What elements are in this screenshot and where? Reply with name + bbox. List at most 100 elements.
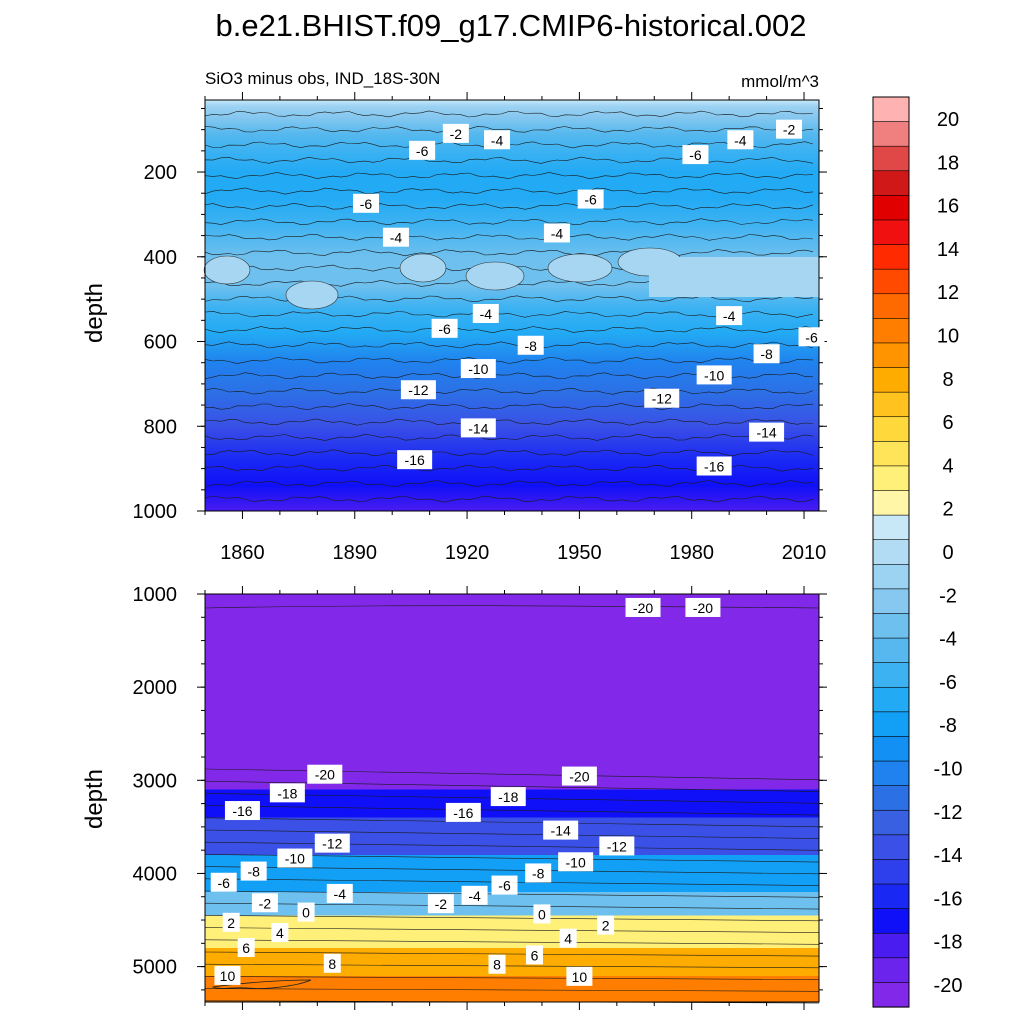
contour-label-box <box>431 318 458 338</box>
contour-label-text: -8 <box>760 346 773 362</box>
colorbar-swatch <box>872 908 910 934</box>
contour-label-text: 2 <box>227 915 235 931</box>
upper-contour-line <box>204 480 814 488</box>
contour-label: -12 <box>400 380 436 400</box>
y-tick-label: 800 <box>144 416 177 438</box>
upper-panel: 1860 1890 1920 1950 1980 2010 200 400 600 800 1000… <box>81 92 827 564</box>
contour-label-box <box>326 883 353 903</box>
lower-contour-line <box>204 976 820 980</box>
colorbar-label: -6 <box>939 672 957 694</box>
colorbar-swatch <box>872 416 910 442</box>
upper-contour-line <box>204 233 814 241</box>
contour-label: -20 <box>685 597 721 617</box>
colorbar-swatch <box>872 514 910 541</box>
colorbar-swatch <box>872 613 910 639</box>
contour-label-box <box>490 787 526 807</box>
contour-label-box <box>277 848 313 868</box>
contour-label-box <box>491 875 518 895</box>
contour-label-box <box>240 861 267 881</box>
contour-label: -4 <box>461 885 488 905</box>
colorbar-label: -10 <box>934 759 963 781</box>
contour-label-text: -16 <box>704 459 724 475</box>
y-tick-label: 200 <box>144 162 177 184</box>
contour-label: -18 <box>269 783 305 803</box>
contour-label-box <box>753 344 780 364</box>
contour-label-box <box>543 223 570 243</box>
contour-label: -2 <box>776 119 803 139</box>
colorbar-label: -8 <box>939 715 957 737</box>
contour-label-text: -6 <box>498 878 511 894</box>
contour-label-text: 0 <box>538 906 546 922</box>
contour-label-box <box>210 872 237 892</box>
contour-label-box <box>271 923 289 943</box>
contour-label-text: -6 <box>416 143 429 159</box>
contour-label: -6 <box>210 872 237 892</box>
contour-label: 4 <box>271 923 289 943</box>
upper-contour-line <box>204 495 814 503</box>
contour-label-box <box>323 953 341 973</box>
y-tick-label: 600 <box>144 332 177 354</box>
y-tick-label: 1000 <box>133 501 178 523</box>
contour-label: -6 <box>431 318 458 338</box>
contour-label: -6 <box>798 327 825 347</box>
contour-label: -14 <box>749 422 785 442</box>
contour-label-text: -18 <box>498 789 518 805</box>
contour-label: -18 <box>490 787 526 807</box>
y-tick-label: 2000 <box>133 677 178 699</box>
contour-label-text: -12 <box>607 838 627 854</box>
x-tick-label: 1860 <box>220 542 265 564</box>
colorbar-swatch <box>872 391 910 418</box>
upper-contour-pocket <box>547 253 613 283</box>
colorbar-swatch <box>872 859 910 885</box>
contour-label-text: 10 <box>220 968 236 984</box>
contour-label: -4 <box>727 130 754 150</box>
contour-label-text: -18 <box>277 785 297 801</box>
contour-label: -12 <box>314 833 350 853</box>
colorbar-label: 6 <box>942 412 953 434</box>
colorbar-swatch <box>872 760 910 787</box>
upper-contour-line <box>204 418 814 426</box>
contour-label-text: -6 <box>360 196 373 212</box>
contour-label-text: -14 <box>756 425 776 441</box>
upper-contour-pocket <box>203 255 251 285</box>
contour-label: -10 <box>696 365 732 385</box>
lower-contour-line <box>204 927 820 933</box>
y-tick-label: 1000 <box>133 584 178 606</box>
contour-label: -16 <box>696 456 732 476</box>
colorbar-label: -18 <box>934 932 963 954</box>
lower-contour-line <box>204 915 820 922</box>
contour-label: -20 <box>561 766 597 786</box>
colorbar-swatch <box>872 711 910 738</box>
chart-title: b.e21.BHIST.f09_g17.CMIP6-historical.002 <box>215 8 806 43</box>
contour-label-box <box>400 380 436 400</box>
contour-label: -6 <box>577 189 604 209</box>
contour-label: -4 <box>382 227 409 247</box>
lower-contour-line <box>204 988 820 992</box>
contour-label-text: 6 <box>242 940 250 956</box>
contour-label: -8 <box>517 335 544 355</box>
colorbar-swatch <box>872 662 910 688</box>
upper-contour-pocket <box>649 257 819 297</box>
contour-label-box <box>559 928 577 948</box>
lower-contour-line <box>204 939 820 945</box>
contour-label-box <box>297 902 315 922</box>
contour-label-text: 4 <box>276 925 284 941</box>
contour-label-box <box>696 456 732 476</box>
chart-units-label: mmol/m^3 <box>741 72 819 91</box>
contour-label: 0 <box>533 904 551 924</box>
contour-label: -6 <box>352 193 379 213</box>
contour-label-text: -12 <box>408 382 428 398</box>
contour-label-box <box>352 193 379 213</box>
contour-label-text: -4 <box>334 886 347 902</box>
upper-contour-line <box>204 449 814 457</box>
contour-label-text: -16 <box>453 805 473 821</box>
contour-label-text: -4 <box>468 888 481 904</box>
contour-label-text: -20 <box>693 600 713 616</box>
contour-label: -4 <box>543 223 570 243</box>
contour-label-box <box>460 418 496 438</box>
colorbar-label: -12 <box>934 802 963 824</box>
contour-label-text: -10 <box>285 851 305 867</box>
x-tick-label: 1920 <box>445 542 490 564</box>
